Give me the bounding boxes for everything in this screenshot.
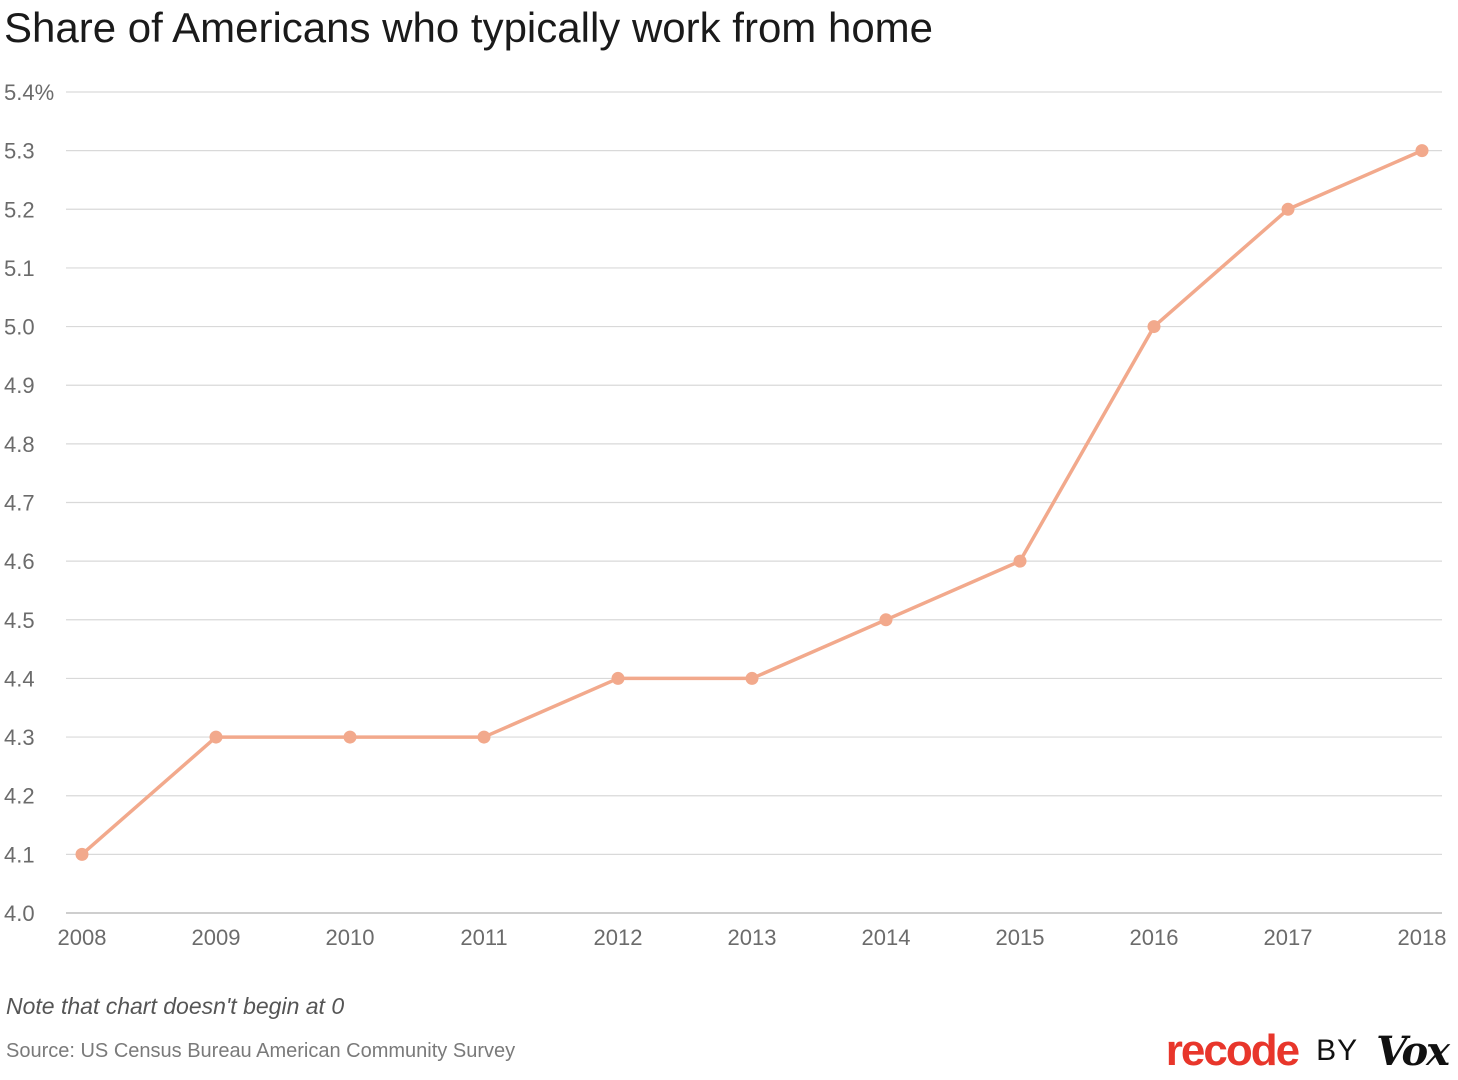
chart-source: Source: US Census Bureau American Commun… [6, 1040, 516, 1062]
x-tick-label: 2008 [58, 925, 107, 950]
chart-note: Note that chart doesn't begin at 0 [6, 993, 345, 1019]
gridlines [66, 91, 1442, 914]
data-point [343, 730, 357, 744]
x-tick-label: 2015 [996, 925, 1045, 950]
x-tick-label: 2011 [460, 925, 507, 950]
y-tick-label: 5.1 [4, 256, 35, 281]
chart-title: Share of Americans who typically work fr… [4, 4, 934, 51]
y-tick-label: 4.4 [4, 666, 35, 691]
recode-by-vox-logo: recode BY Vox [1165, 1026, 1450, 1076]
y-tick-label: 4.2 [4, 784, 35, 809]
x-tick-label: 2014 [862, 925, 911, 950]
data-point [745, 671, 759, 685]
data-point [1281, 202, 1295, 216]
y-tick-label: 4.6 [4, 549, 35, 574]
y-tick-label: 5.2 [4, 197, 35, 222]
data-point [611, 671, 625, 685]
y-tick-label: 4.5 [4, 608, 35, 633]
y-tick-label: 4.0 [4, 901, 35, 926]
x-tick-label: 2017 [1264, 925, 1313, 950]
x-tick-label: 2016 [1130, 925, 1179, 950]
x-tick-label: 2010 [326, 925, 375, 950]
data-point [1013, 554, 1027, 568]
y-tick-label: 5.4% [4, 80, 54, 105]
y-tick-label: 5.3 [4, 139, 35, 164]
logo-by: BY [1316, 1034, 1359, 1067]
x-tick-label: 2013 [728, 925, 777, 950]
logo-recode: recode [1165, 1026, 1300, 1075]
y-tick-label: 4.3 [4, 725, 35, 750]
x-axis-ticks: 2008 2009 2010 2011 2012 2013 2014 2015 2016 2017… [58, 925, 1447, 950]
data-point [477, 730, 491, 744]
y-tick-label: 5.0 [4, 315, 35, 340]
x-tick-label: 2018 [1398, 925, 1447, 950]
line-chart: 4.0 4.1 4.2 4.3 4.4 4.5 4.6 4.7 4.8 4.9 5.0 5.1 5.2 5… [4, 80, 1447, 950]
x-tick-label: 2012 [594, 925, 643, 950]
y-axis-ticks: 4.0 4.1 4.2 4.3 4.4 4.5 4.6 4.7 4.8 4.9 5.0 5.1 5.2 5… [4, 80, 54, 926]
data-point [879, 613, 893, 627]
y-tick-label: 4.9 [4, 373, 35, 398]
data-point [1147, 320, 1161, 334]
y-tick-label: 4.8 [4, 432, 35, 457]
x-tick-label: 2009 [192, 925, 241, 950]
series-points [75, 144, 1429, 861]
data-point [1415, 144, 1429, 158]
logo-vox: Vox [1376, 1027, 1450, 1075]
y-tick-label: 4.7 [4, 491, 35, 516]
data-point [75, 847, 89, 861]
y-tick-label: 4.1 [4, 842, 35, 867]
data-point [209, 730, 223, 744]
